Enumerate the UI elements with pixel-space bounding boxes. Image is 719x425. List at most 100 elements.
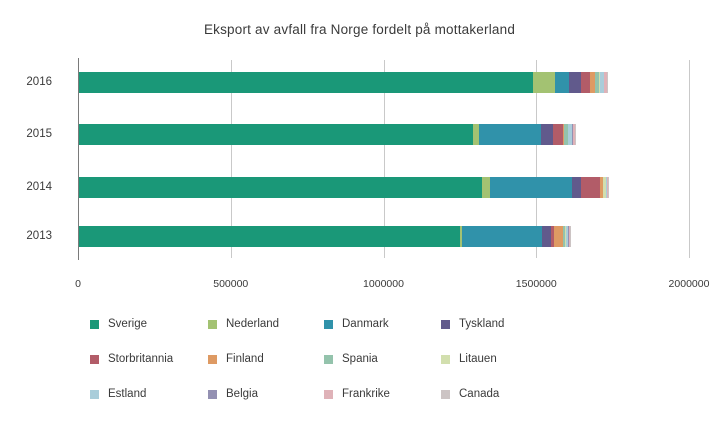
legend-label-spania: Spania bbox=[342, 353, 378, 365]
legend-swatch-nederland bbox=[208, 319, 217, 329]
bar-2016 bbox=[79, 72, 609, 93]
legend-swatch-estland bbox=[90, 389, 99, 399]
bar-segment-belgia-2014 bbox=[606, 177, 608, 198]
gridline-2000000 bbox=[689, 60, 690, 258]
bar-segment-estland-2013 bbox=[565, 226, 569, 247]
legend-item-tyskland: Tyskland bbox=[441, 317, 504, 331]
bar-segment-finland-2013 bbox=[554, 226, 564, 247]
bar-segment-tyskland-2015 bbox=[541, 124, 553, 145]
legend-label-frankrike: Frankrike bbox=[342, 388, 390, 400]
legend-item-sverige: Sverige bbox=[90, 317, 147, 331]
bar-segment-canada-2015 bbox=[575, 124, 576, 145]
legend-item-frankrike: Frankrike bbox=[324, 387, 390, 401]
legend-label-sverige: Sverige bbox=[108, 318, 147, 330]
bar-segment-danmark-2013 bbox=[462, 226, 542, 247]
legend-item-litauen: Litauen bbox=[441, 352, 497, 366]
bar-segment-frankrike-2015 bbox=[572, 124, 576, 145]
plot-area bbox=[78, 58, 690, 260]
bar-segment-storbritannia-2013 bbox=[550, 226, 555, 247]
legend-swatch-finland bbox=[208, 354, 217, 364]
bar-2014 bbox=[79, 177, 609, 198]
bar-segment-canada-2013 bbox=[570, 226, 572, 247]
bar-segment-sverige-2014 bbox=[79, 177, 482, 198]
legend-swatch-belgia bbox=[208, 389, 217, 399]
y-tick-label-2014: 2014 bbox=[26, 181, 52, 193]
legend-label-danmark: Danmark bbox=[342, 318, 389, 330]
legend-swatch-sverige bbox=[90, 319, 99, 329]
legend-label-finland: Finland bbox=[226, 353, 264, 365]
bar-segment-estland-2014 bbox=[605, 177, 607, 198]
bar-segment-estland-2015 bbox=[568, 124, 573, 145]
bar-segment-finland-2016 bbox=[590, 72, 595, 93]
legend-label-storbritannia: Storbritannia bbox=[108, 353, 174, 365]
bar-segment-tyskland-2016 bbox=[569, 72, 581, 93]
bar-segment-tyskland-2013 bbox=[541, 226, 551, 247]
bar-segment-belgia-2013 bbox=[568, 226, 569, 247]
bar-segment-finland-2015 bbox=[563, 124, 564, 145]
legend-swatch-storbritannia bbox=[90, 354, 99, 364]
bar-segment-danmark-2015 bbox=[478, 124, 542, 145]
bar-segment-finland-2014 bbox=[600, 177, 603, 198]
y-axis-line bbox=[78, 58, 79, 260]
x-tick-label-1000000: 1000000 bbox=[363, 278, 404, 290]
chart-title: Eksport av avfall fra Norge fordelt på m… bbox=[203, 22, 516, 37]
x-tick-label-1500000: 1500000 bbox=[515, 278, 557, 290]
legend-item-belgia: Belgia bbox=[208, 387, 258, 401]
bar-segment-frankrike-2014 bbox=[607, 177, 608, 198]
bar-segment-nederland-2015 bbox=[472, 124, 479, 145]
bar-segment-storbritannia-2015 bbox=[552, 124, 564, 145]
bar-2015 bbox=[79, 124, 576, 145]
bar-segment-litauen-2015 bbox=[567, 124, 569, 145]
bar-segment-litauen-2014 bbox=[603, 177, 606, 198]
legend-label-canada: Canada bbox=[459, 388, 500, 400]
bar-segment-spania-2016 bbox=[594, 72, 599, 93]
legend-swatch-frankrike bbox=[324, 389, 333, 399]
bar-segment-spania-2013 bbox=[563, 226, 566, 247]
legend-swatch-danmark bbox=[324, 319, 333, 329]
legend-item-spania: Spania bbox=[324, 352, 378, 366]
gridline-1500000 bbox=[536, 60, 537, 258]
bar-2013 bbox=[79, 226, 572, 247]
bar-segment-danmark-2014 bbox=[489, 177, 573, 198]
legend-swatch-canada bbox=[441, 389, 450, 399]
bar-segment-storbritannia-2016 bbox=[580, 72, 591, 93]
bar-segment-frankrike-2013 bbox=[568, 226, 571, 247]
bar-segment-sverige-2015 bbox=[79, 124, 473, 145]
legend-label-nederland: Nederland bbox=[226, 318, 280, 330]
legend-label-tyskland: Tyskland bbox=[459, 318, 505, 330]
bar-segment-sverige-2013 bbox=[79, 226, 461, 247]
gridline-1000000 bbox=[384, 60, 385, 258]
legend-label-estland: Estland bbox=[108, 388, 147, 400]
legend-item-estland: Estland bbox=[90, 387, 146, 401]
bar-segment-spania-2014 bbox=[602, 177, 604, 198]
legend-label-belgia: Belgia bbox=[226, 388, 258, 400]
legend-item-danmark: Danmark bbox=[324, 317, 389, 331]
bar-segment-spania-2015 bbox=[563, 124, 568, 145]
legend-item-storbritannia: Storbritannia bbox=[90, 352, 173, 366]
x-tick-label-2000000: 2000000 bbox=[668, 278, 710, 290]
bar-segment-storbritannia-2014 bbox=[580, 177, 601, 198]
legend-item-canada: Canada bbox=[441, 387, 499, 401]
bar-segment-estland-2016 bbox=[599, 72, 604, 93]
legend-label-litauen: Litauen bbox=[459, 353, 497, 365]
bar-segment-belgia-2016 bbox=[603, 72, 605, 93]
gridline-500000 bbox=[231, 60, 232, 258]
x-tick-label-0: 0 bbox=[75, 278, 81, 290]
bar-segment-nederland-2016 bbox=[533, 72, 556, 93]
bar-segment-nederland-2013 bbox=[460, 226, 463, 247]
legend-item-nederland: Nederland bbox=[208, 317, 279, 331]
bar-segment-belgia-2015 bbox=[572, 124, 573, 145]
bar-segment-danmark-2016 bbox=[555, 72, 570, 93]
bar-segment-canada-2016 bbox=[606, 72, 609, 93]
bar-segment-litauen-2016 bbox=[598, 72, 600, 93]
bar-segment-canada-2014 bbox=[607, 177, 609, 198]
bar-segment-sverige-2016 bbox=[79, 72, 534, 93]
bar-segment-nederland-2014 bbox=[481, 177, 490, 198]
bar-segment-frankrike-2016 bbox=[604, 72, 607, 93]
x-tick-label-500000: 500000 bbox=[213, 278, 249, 290]
legend-swatch-tyskland bbox=[441, 319, 450, 329]
legend-swatch-litauen bbox=[441, 354, 450, 364]
y-tick-label-2015: 2015 bbox=[26, 128, 52, 140]
bar-segment-tyskland-2014 bbox=[572, 177, 581, 198]
